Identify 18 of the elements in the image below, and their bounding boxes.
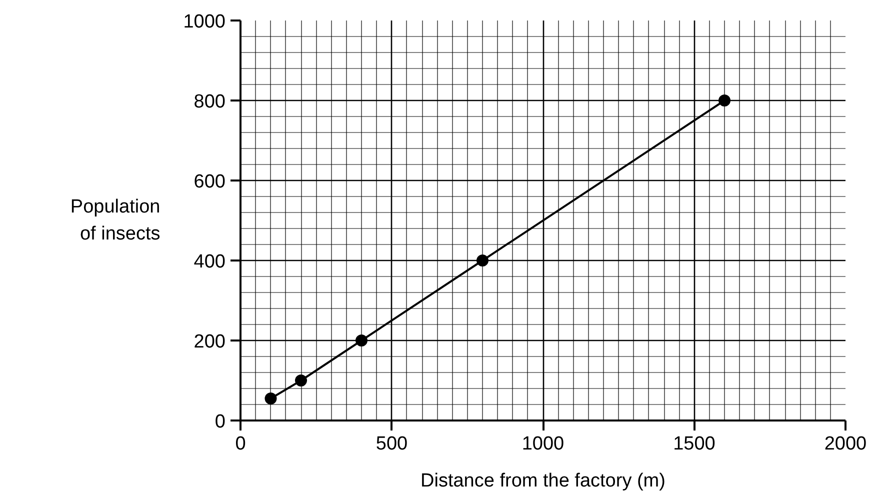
x-tick-label: 500: [376, 434, 408, 454]
point: [476, 254, 488, 266]
point: [264, 392, 277, 404]
y-tick-label: 1000: [183, 12, 226, 32]
y-tick-label: 0: [214, 412, 226, 432]
x-tick-label: 1000: [522, 434, 564, 454]
point: [295, 374, 307, 386]
y-tick-label: 800: [194, 92, 226, 112]
y-axis-title: Population of insects: [70, 196, 160, 245]
point: [356, 334, 368, 346]
x-tick-label: 2000: [824, 434, 867, 454]
x-axis-title: Distance from the factory (m): [420, 470, 666, 492]
x-tick-label: 0: [235, 434, 246, 454]
y-tick-label: 200: [194, 332, 226, 352]
x-tick-label: 1500: [673, 434, 716, 454]
y-tick-label: 600: [194, 172, 226, 192]
point: [718, 94, 730, 106]
y-tick-label: 400: [194, 252, 226, 272]
